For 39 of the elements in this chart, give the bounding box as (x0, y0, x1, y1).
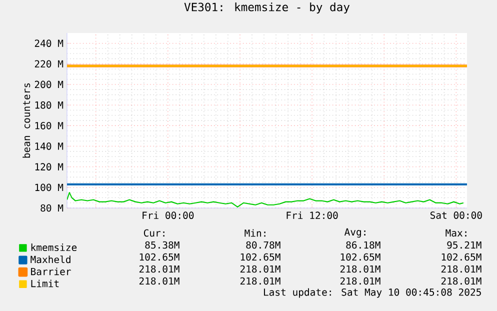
text: Cur: (144, 229, 164, 237)
y-tick-label: 120 M (35, 163, 64, 171)
y-tick-label: 220 M (34, 60, 64, 68)
text: 102.65M (442, 253, 482, 261)
text: 86.18M (346, 241, 380, 249)
x-tick-label: Fri 12:00 (286, 212, 338, 220)
y-tick-label: 100 M (35, 184, 64, 192)
y-tick-label: 180 M (35, 101, 64, 109)
y-tick-label: 240 M (34, 40, 64, 47)
text: 102.65M (340, 253, 380, 261)
text: 95.21M (447, 241, 482, 249)
text: 218.01M (240, 265, 280, 273)
y-tick-label: 80 M (40, 204, 64, 212)
text: 102.65M (240, 253, 280, 261)
text: Last update: Sat May 10 00:45:08 2025 (264, 288, 481, 298)
text: Avg: (344, 228, 366, 238)
text: 218.01M (139, 277, 180, 285)
legend-label: Barrier (31, 268, 71, 276)
text: 102.65M (140, 253, 180, 261)
text: 218.01M (240, 277, 280, 285)
text: 218.01M (340, 265, 380, 273)
text: 85.38M (145, 241, 180, 249)
x-tick-label: Fri 00:00 (142, 212, 194, 220)
y-axis-title: bean counters (22, 83, 30, 158)
legend-label: kmemsize (31, 244, 77, 252)
y-tick-label: 140 M (35, 142, 64, 150)
x-tick-label: Sat 00:00 (430, 212, 482, 219)
y-tick-label: 200 M (34, 80, 64, 88)
text: 218.01M (139, 265, 180, 273)
text: Max: (446, 229, 466, 237)
text: Min: (244, 229, 266, 237)
text: 218.01M (441, 265, 482, 273)
legend-label: Maxheld (30, 256, 70, 264)
text: 218.01M (340, 277, 380, 285)
text: 218.01M (441, 277, 482, 285)
chart-title: VE301: kmemsize - by day (184, 2, 350, 14)
text: 80.78M (246, 241, 280, 249)
legend-label: Limit (31, 280, 59, 288)
y-tick-label: 160 M (35, 122, 64, 130)
